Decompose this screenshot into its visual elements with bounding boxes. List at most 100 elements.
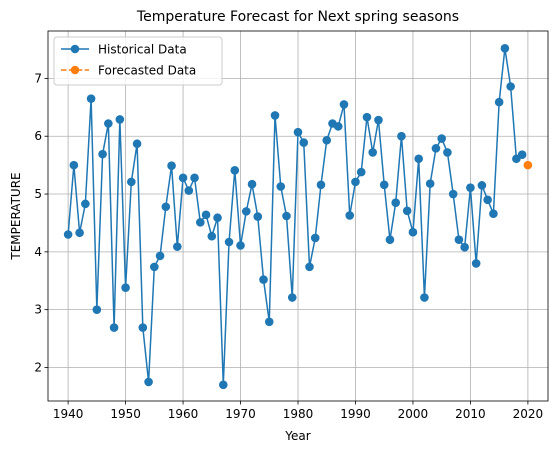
data-point: [523, 160, 533, 170]
y-tick-label: 7: [34, 71, 42, 85]
data-point: [322, 135, 332, 145]
data-point: [195, 218, 205, 227]
data-point: [316, 180, 326, 190]
data-point: [466, 183, 475, 192]
data-point: [121, 283, 130, 292]
data-point: [230, 166, 240, 175]
data-point: [259, 275, 268, 284]
data-point: [345, 211, 355, 220]
data-point: [431, 144, 441, 153]
data-point: [408, 227, 418, 237]
data-point: [167, 161, 176, 171]
data-point: [420, 293, 429, 302]
data-point: [489, 209, 498, 218]
data-point: [155, 251, 165, 261]
data-point: [98, 149, 107, 159]
data-point: [190, 173, 199, 183]
x-tick-label: 1980: [283, 407, 314, 421]
data-point: [391, 198, 401, 208]
data-point: [150, 262, 159, 272]
data-point: [92, 305, 102, 314]
data-point: [310, 233, 320, 243]
data-point: [184, 186, 194, 195]
x-tick-label: 2020: [513, 407, 544, 421]
data-point: [81, 199, 90, 209]
data-point: [379, 180, 389, 190]
data-point: [425, 179, 435, 188]
data-point: [247, 179, 257, 189]
data-point: [402, 206, 412, 216]
data-point: [454, 235, 464, 245]
data-point: [224, 237, 234, 247]
data-point: [494, 97, 504, 107]
data-point: [236, 241, 245, 250]
data-point: [127, 177, 136, 187]
data-point: [276, 182, 286, 191]
data-point: [270, 111, 280, 120]
legend-box: [53, 36, 223, 86]
data-point: [356, 167, 366, 177]
data-point: [460, 242, 469, 252]
data-point: [86, 94, 96, 103]
data-point: [109, 323, 119, 332]
y-tick-label: 2: [34, 360, 42, 374]
x-tick-label: 1940: [53, 407, 84, 421]
data-point: [339, 100, 349, 109]
data-point: [437, 134, 446, 143]
x-tick-label: 1970: [225, 407, 256, 421]
data-point: [218, 380, 228, 390]
data-point: [333, 122, 343, 131]
series-layer: [63, 44, 533, 390]
data-point: [517, 150, 527, 160]
data-point: [173, 242, 182, 251]
data-point: [201, 210, 211, 220]
data-point: [299, 138, 309, 147]
x-tick-label: 1990: [340, 407, 371, 421]
data-point: [471, 259, 481, 268]
data-point: [253, 212, 263, 221]
data-point: [362, 112, 372, 122]
data-point: [144, 377, 153, 387]
y-tick-label: 6: [34, 129, 42, 143]
data-point: [63, 230, 73, 239]
legend-label: Forecasted Data: [98, 64, 196, 78]
legend-label: Historical Data: [98, 43, 187, 57]
data-point: [207, 231, 217, 241]
data-point: [506, 82, 515, 91]
data-point: [132, 139, 142, 149]
data-point: [264, 317, 274, 327]
legend-marker: [70, 44, 80, 54]
data-point: [443, 148, 452, 157]
data-point: [385, 235, 395, 245]
data-point: [500, 44, 510, 53]
data-point: [241, 207, 251, 216]
y-axis-label: TEMPERATURE: [9, 172, 23, 260]
data-point: [161, 202, 171, 212]
data-point: [305, 262, 314, 272]
data-point: [374, 115, 383, 125]
x-axis-label: Year: [284, 429, 310, 443]
y-tick-label: 3: [34, 303, 42, 317]
series-historical: [63, 44, 527, 390]
y-tick-label: 4: [34, 245, 42, 259]
x-axis: 1940 1950 1960 1970 1980 1990 2000 2010 2020: [53, 401, 543, 421]
data-point: [282, 211, 291, 221]
data-point: [351, 177, 360, 187]
x-tick-label: 1950: [110, 407, 141, 421]
data-point: [293, 127, 303, 137]
data-point: [69, 160, 79, 170]
legend: Historical Data Forecasted Data: [53, 36, 223, 86]
x-tick-label: 1960: [168, 407, 199, 421]
data-point: [213, 213, 222, 223]
data-point: [104, 119, 113, 128]
data-point: [397, 131, 406, 141]
data-point: [75, 228, 84, 238]
y-tick-label: 5: [34, 187, 42, 201]
data-point: [138, 323, 148, 332]
data-point: [448, 189, 458, 199]
x-tick-label: 2000: [398, 407, 429, 421]
data-point: [483, 195, 492, 205]
data-point: [115, 115, 125, 124]
x-tick-label: 2010: [455, 407, 486, 421]
